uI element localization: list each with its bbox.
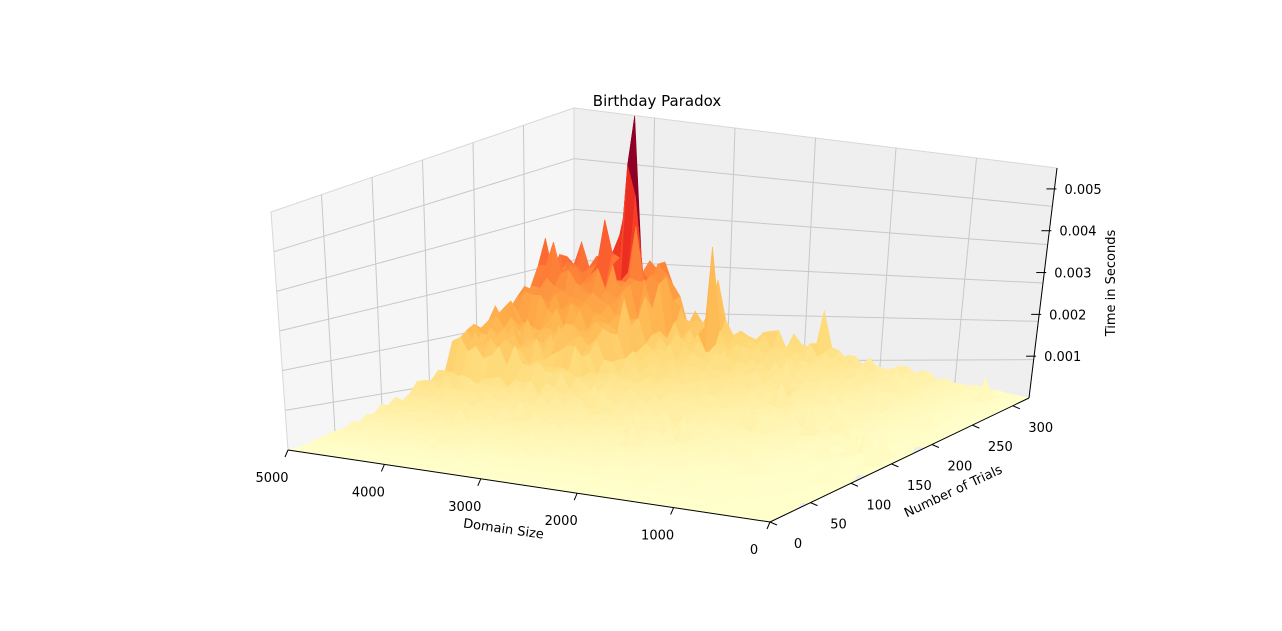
z-tick-label: 0.005	[1064, 183, 1101, 198]
y-tick-label: 200	[947, 460, 972, 475]
z-axis-label: Time in Seconds	[1104, 230, 1119, 338]
y-tick-label: 100	[867, 498, 892, 513]
x-tick	[284, 449, 289, 458]
y-tick	[769, 521, 778, 526]
y-tick	[891, 463, 899, 468]
z-axis-line	[1028, 167, 1058, 399]
chart-title: Birthday Paradox	[593, 92, 722, 110]
x-tick	[477, 478, 482, 486]
z-tick-label: 0.001	[1044, 350, 1081, 365]
y-tick	[850, 482, 859, 487]
grid-line	[371, 177, 384, 438]
x-tick-label: 0	[750, 543, 758, 558]
x-tick-label: 2000	[545, 514, 578, 529]
z-tick-label: 0.003	[1054, 267, 1091, 282]
grid-line	[573, 158, 1053, 207]
x-tick-label: 4000	[352, 485, 385, 500]
z-tick-label: 0.002	[1049, 308, 1086, 323]
y-tick-label: 0	[794, 537, 802, 552]
y-tick	[972, 424, 980, 429]
y-tick-label: 150	[907, 479, 932, 494]
surface-plot	[287, 116, 1030, 523]
y-tick-label: 50	[830, 518, 847, 533]
grid-line	[573, 208, 1048, 246]
x-tick-label: 1000	[641, 529, 674, 544]
x-tick	[380, 464, 385, 472]
x-tick-label: 5000	[255, 471, 288, 486]
y-tick	[810, 502, 818, 507]
axis-ticks: 5000 4000 3000 2000 1000 0 0 50 100 150 200 250 300 0…	[255, 183, 1101, 558]
y-tick-label: 250	[988, 440, 1013, 455]
x-tick	[670, 507, 675, 515]
grid-line	[321, 194, 337, 444]
x-tick-label: 3000	[448, 500, 481, 515]
z-tick-label: 0.004	[1059, 225, 1096, 240]
x-tick	[573, 493, 578, 501]
y-tick-label: 300	[1028, 421, 1053, 436]
x-axis-line	[287, 449, 771, 523]
y-tick	[1012, 405, 1021, 410]
y-tick	[931, 444, 940, 448]
y-axis-line	[769, 397, 1030, 523]
x-tick	[766, 521, 771, 530]
